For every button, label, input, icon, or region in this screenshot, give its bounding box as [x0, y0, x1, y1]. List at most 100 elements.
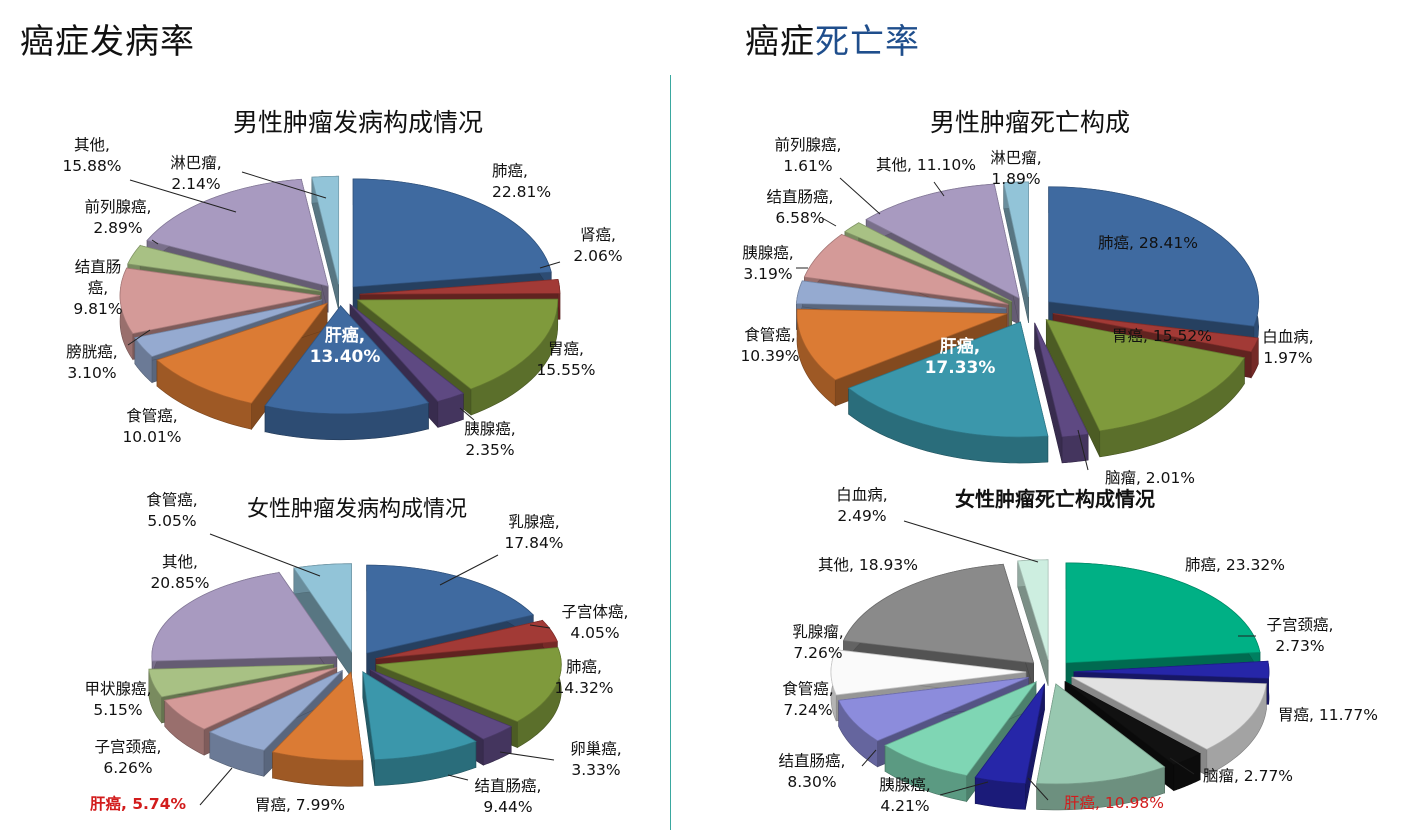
mortality-heading-prefix: 癌症	[745, 22, 815, 62]
pie-slice-top	[376, 647, 562, 723]
pie-slice-淋巴瘤	[1003, 181, 1029, 323]
pie-slice-top	[1064, 681, 1202, 766]
leader-line-脑瘤	[1169, 757, 1195, 775]
pie-slice-胰腺癌	[974, 683, 1045, 810]
leader-line-胰腺癌	[459, 407, 475, 421]
label-其他: 其他, 20.85%	[150, 553, 209, 592]
label-胰腺癌: 胰腺癌, 4.21%	[879, 776, 930, 815]
leader-line-其他	[933, 181, 945, 197]
label-食管癌: 食管癌, 10.01%	[122, 407, 181, 446]
pie-slice-top	[842, 563, 1035, 664]
label-肝癌: 肝癌, 10.98%	[1064, 794, 1164, 812]
pie-slice-top	[163, 667, 337, 730]
pie-slice-top	[838, 677, 1029, 742]
incidence-heading: 癌症发病率	[20, 22, 195, 62]
pie-slice-食管癌	[156, 302, 329, 431]
pie-slice-top	[1071, 676, 1267, 750]
leader-line-白血病	[903, 520, 1039, 563]
pie-slice-肝癌	[264, 304, 430, 441]
pie-slice-top	[134, 299, 323, 358]
leader-line-淋巴瘤	[241, 171, 327, 199]
leader-line-脑瘤	[1077, 429, 1089, 471]
label-甲状腺癌: 甲状腺癌, 5.15%	[85, 680, 152, 719]
label-食管癌: 食管癌, 5.05%	[146, 491, 197, 530]
label-脑瘤: 脑瘤, 2.77%	[1203, 767, 1293, 785]
pie-slice-top	[1045, 319, 1246, 432]
label-胃癌: 胃癌, 7.99%	[255, 796, 345, 814]
pie-slice-top	[271, 671, 364, 761]
pie-slice-top	[1053, 313, 1259, 353]
label-胃癌: 胃癌, 11.77%	[1278, 706, 1378, 724]
male-mortality-title: 男性肿瘤死亡构成	[930, 108, 1130, 137]
pie-slice-top	[349, 304, 465, 402]
label-淋巴瘤: 淋巴瘤, 1.89%	[990, 149, 1041, 188]
pie-slice-top	[146, 178, 329, 287]
label-淋巴瘤: 淋巴瘤, 2.14%	[170, 154, 221, 193]
pie-slice-top	[356, 298, 559, 390]
pie-slice-淋巴瘤	[311, 175, 340, 311]
female-mortality-title: 女性肿瘤死亡构成情况	[955, 487, 1155, 511]
leader-line-其他	[129, 179, 237, 213]
label-肝癌: 肝癌, 13.40%	[310, 325, 381, 367]
label-结直肠癌: 结直肠癌, 6.58%	[767, 188, 834, 227]
pie-slice-top	[369, 669, 513, 740]
pie-slice-top	[1048, 186, 1260, 327]
pie-slice-结直肠癌	[362, 671, 477, 786]
label-胰腺癌: 胰腺癌, 3.19%	[742, 244, 793, 283]
label-其他: 其他, 15.88%	[62, 136, 121, 175]
label-肺癌: 肺癌, 22.81%	[492, 162, 551, 201]
label-前列腺癌: 前列腺癌, 2.89%	[85, 198, 152, 237]
female-incidence-title: 女性肿瘤发病构成情况	[247, 497, 467, 522]
label-食管癌: 食管癌, 7.24%	[782, 680, 833, 719]
pie-slice-top	[884, 681, 1038, 776]
label-肾癌: 肾癌, 2.06%	[573, 226, 622, 265]
label-白血病: 白血病, 1.97%	[1262, 328, 1313, 367]
pie-slice-top	[1034, 322, 1089, 438]
leader-line-结直肠癌	[447, 774, 469, 781]
pie-slice-top	[1073, 660, 1270, 679]
label-前列腺癌: 前列腺癌, 1.61%	[775, 136, 842, 175]
label-其他: 其他, 11.10%	[876, 156, 976, 174]
pie-slice-top	[151, 572, 338, 662]
leader-line-前列腺癌	[839, 177, 881, 215]
pie-slice-top	[352, 178, 552, 288]
pie-slice-top	[796, 308, 1008, 381]
label-子宫颈癌: 子宫颈癌, 6.26%	[95, 738, 162, 777]
pie-slice-top	[362, 671, 477, 761]
pie-slice-胃癌	[271, 671, 364, 787]
leader-line-肾癌	[539, 261, 561, 269]
section-divider	[670, 75, 671, 830]
pie-slice-白血病	[1017, 559, 1049, 686]
pie-slice-top	[359, 278, 561, 295]
pie-slice-top	[847, 321, 1049, 438]
pie-slice-胃癌	[1045, 319, 1246, 458]
label-胃癌: 胃癌, 15.52%	[1112, 327, 1212, 345]
pie-slice-top	[311, 175, 340, 285]
pie-slice-wall	[1061, 433, 1089, 464]
pie-slice-top	[119, 267, 321, 334]
leader-line-肝癌	[199, 767, 233, 806]
leader-line-结直肠癌	[821, 217, 837, 227]
leader-line-结直肠癌	[861, 749, 877, 767]
label-卵巢癌: 卵巢癌, 3.33%	[570, 740, 621, 779]
pie-slice-top	[366, 564, 535, 654]
label-肺癌: 肺癌, 28.41%	[1098, 234, 1198, 252]
leader-line-食管癌	[209, 533, 321, 577]
label-乳腺瘤: 乳腺瘤, 7.26%	[792, 623, 843, 662]
leader-line-乳腺癌	[439, 554, 499, 586]
label-脑瘤: 脑瘤, 2.01%	[1105, 469, 1195, 487]
pie-slice-top	[148, 663, 334, 698]
pie-slice-top	[156, 302, 329, 404]
label-结直肠癌: 结直肠癌, 9.81%	[73, 258, 122, 318]
label-结直肠癌: 结直肠癌, 8.30%	[779, 752, 846, 791]
pie-slice-top	[830, 649, 1027, 696]
label-白血病: 白血病, 2.49%	[836, 486, 887, 525]
label-肝癌: 肝癌, 17.33%	[925, 336, 996, 378]
leader-line-肝癌	[1027, 777, 1049, 801]
label-肝癌: 肝癌, 5.74%	[90, 794, 187, 813]
pie-slice-食管癌	[293, 563, 352, 679]
